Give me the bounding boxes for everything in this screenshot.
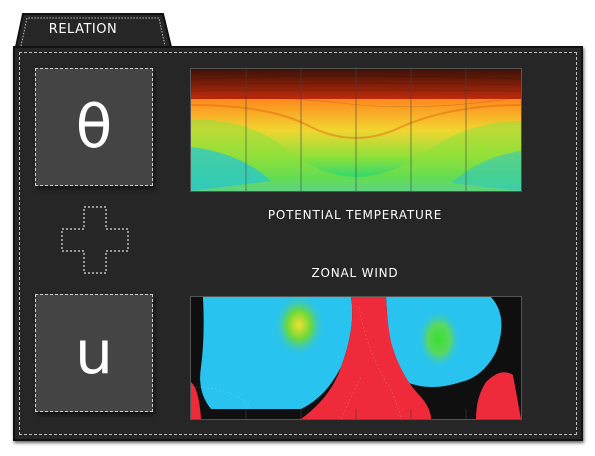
plus-icon — [60, 205, 132, 281]
theta-symbol-box[interactable]: θ — [35, 68, 153, 186]
zonal-wind-plot — [190, 296, 522, 420]
wind-jet-left — [273, 297, 325, 357]
relation-tab[interactable]: RELATION — [13, 10, 173, 48]
wind-easterly-left — [191, 382, 201, 419]
u-symbol-box[interactable]: u — [35, 294, 153, 412]
potential-temperature-plot — [190, 68, 522, 192]
wind-easterly-right — [476, 372, 521, 419]
zonal-wind-label: ZONAL WIND — [311, 266, 399, 280]
u-symbol: u — [74, 318, 114, 388]
pt-green-lobe — [191, 119, 521, 191]
wind-gridlines — [245, 409, 467, 419]
pt-cyan-left — [191, 147, 271, 191]
wind-jet-right — [417, 309, 461, 369]
pt-cyan-right — [451, 151, 521, 191]
potential-temperature-label: POTENTIAL TEMPERATURE — [267, 208, 443, 222]
pt-gridlines — [245, 69, 467, 191]
wind-easterly-center — [301, 297, 431, 419]
theta-symbol: θ — [75, 92, 113, 162]
panel-inner-border — [19, 52, 577, 435]
tab-label: RELATION — [48, 21, 118, 37]
wind-contours — [191, 306, 402, 419]
